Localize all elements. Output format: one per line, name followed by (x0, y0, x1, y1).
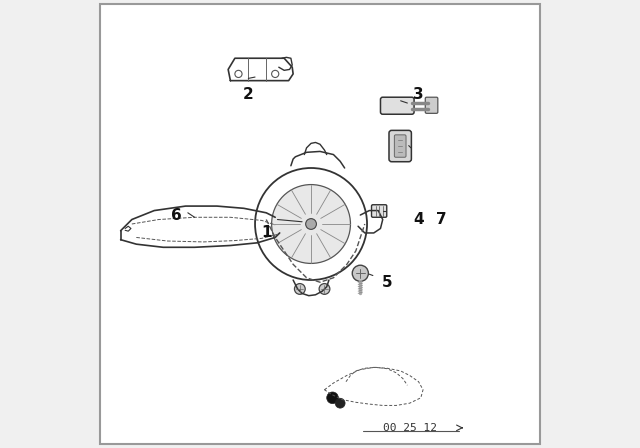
Circle shape (271, 185, 351, 263)
Circle shape (352, 265, 369, 281)
Text: 6: 6 (172, 207, 182, 223)
FancyBboxPatch shape (394, 135, 406, 157)
Circle shape (335, 398, 345, 408)
Circle shape (327, 392, 339, 404)
Text: 1: 1 (261, 225, 271, 241)
Circle shape (271, 70, 279, 78)
Circle shape (294, 284, 305, 294)
FancyBboxPatch shape (380, 97, 414, 114)
FancyBboxPatch shape (425, 97, 438, 113)
Text: 5: 5 (382, 275, 392, 290)
Circle shape (306, 219, 316, 229)
Text: 4: 4 (413, 212, 424, 227)
Circle shape (319, 284, 330, 294)
FancyBboxPatch shape (389, 130, 412, 162)
Text: 2: 2 (243, 86, 253, 102)
Text: 3: 3 (413, 86, 424, 102)
Circle shape (255, 168, 367, 280)
Text: 00 25 12: 00 25 12 (383, 423, 436, 433)
FancyBboxPatch shape (371, 205, 387, 217)
Circle shape (235, 70, 242, 78)
Text: 7: 7 (436, 212, 446, 227)
